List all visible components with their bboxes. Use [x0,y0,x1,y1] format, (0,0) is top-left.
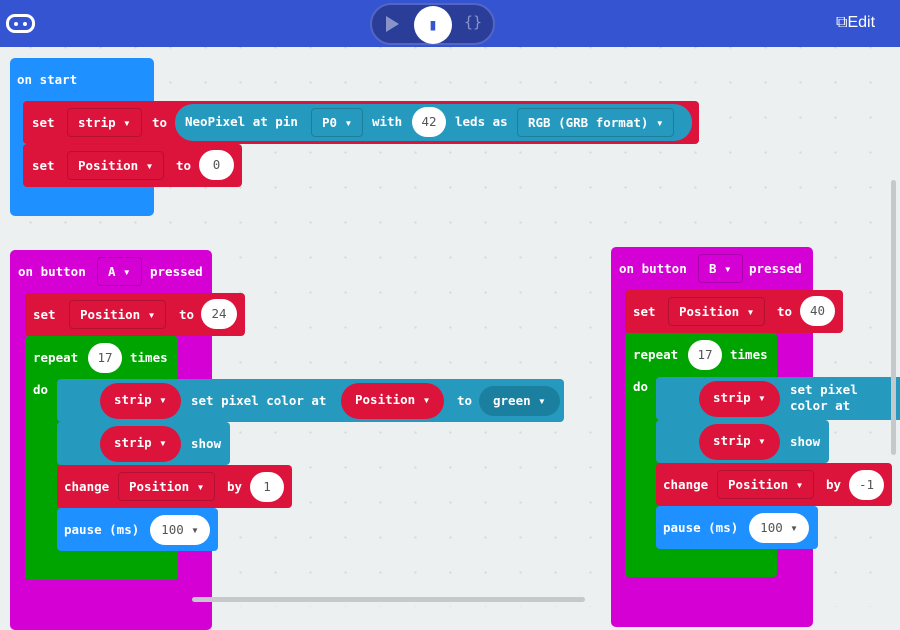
color-dropdown[interactable]: green ▾ [479,386,560,416]
set-pixel-color-block[interactable]: strip ▾ set pixel color at Position ▾ to… [57,379,564,422]
leds-as-label: leds as [455,114,508,129]
show-label: show [790,434,821,449]
value-input[interactable]: 0 [199,150,234,180]
to-label: to [152,115,168,130]
pause-block[interactable]: pause (ms) 100 ▾ [57,508,218,551]
pause-label: pause (ms) [64,522,140,537]
to-label: to [457,393,473,408]
position-variable-dropdown[interactable]: Position ▾ [69,300,167,329]
show-label: show [191,436,222,451]
pause-block[interactable]: pause (ms) 100 ▾ [656,506,818,549]
puzzle-icon[interactable]: ▮ [414,6,452,44]
editor-toggle: ▮ {} [370,3,495,45]
position-variable-dropdown[interactable]: Position ▾ [668,297,766,326]
pause-label: pause (ms) [663,520,739,535]
strip-variable-dropdown[interactable]: strip ▾ [100,426,181,462]
strip-variable-dropdown[interactable]: strip ▾ [699,424,780,460]
to-label: to [176,158,192,173]
button-dropdown[interactable]: A ▾ [97,257,142,286]
set-strip-block[interactable]: set strip ▾ to NeoPixel at pin P0 ▾ with… [23,101,699,144]
value-input[interactable]: 24 [201,299,237,329]
pin-dropdown[interactable]: P0 ▾ [311,108,364,137]
led-count-input[interactable]: 42 [412,107,446,137]
button-dropdown[interactable]: B ▾ [698,254,743,283]
do-label: do [633,379,649,394]
vertical-scrollbar[interactable] [891,180,896,455]
pressed-label: pressed [150,264,203,279]
position-variable-dropdown[interactable]: Position ▾ [67,151,165,180]
repeat-count-input[interactable]: 17 [688,340,722,370]
on-button-label: on button [619,261,687,276]
change-label: change [64,479,110,494]
on-start-label: on start [17,72,78,87]
strip-variable-dropdown[interactable]: strip ▾ [699,381,780,417]
to-label: to [179,307,195,322]
set-label: set [32,158,55,173]
change-position-block[interactable]: change Position ▾ by 1 [57,465,292,508]
neopixel-create-block[interactable]: NeoPixel at pin P0 ▾ with 42 leds as RGB… [175,104,692,141]
set-label: set [32,115,55,130]
by-value-input[interactable]: 1 [250,472,284,502]
set-pixel-label: set pixel color at [790,382,858,413]
times-label: times [130,350,168,365]
position-variable-dropdown[interactable]: Position ▾ [118,472,216,501]
edit-button[interactable]: ⧉Edit [836,14,876,31]
microbit-logo-icon[interactable] [6,14,35,33]
strip-show-block[interactable]: strip ▾ show [656,420,829,463]
do-label: do [33,382,49,397]
horizontal-scrollbar[interactable] [192,597,585,602]
with-label: with [372,114,403,129]
strip-variable-dropdown[interactable]: strip ▾ [100,383,181,419]
set-position-block[interactable]: set Position ▾ to 0 [23,144,242,187]
value-input[interactable]: 40 [800,296,835,326]
by-label: by [227,479,243,494]
position-variable-dropdown[interactable]: Position ▾ [717,470,815,499]
by-value-input[interactable]: -1 [849,470,884,500]
pressed-label: pressed [749,261,802,276]
position-variable-dropdown[interactable]: Position ▾ [341,383,445,419]
strip-variable-dropdown[interactable]: strip ▾ [67,108,142,137]
repeat-label: repeat [33,350,79,365]
mode-dropdown[interactable]: RGB (GRB format) ▾ [517,108,675,137]
on-button-label: on button [18,264,86,279]
javascript-toggle[interactable]: {} [464,13,483,31]
change-position-block[interactable]: change Position ▾ by -1 [656,463,892,506]
neopixel-label: NeoPixel at pin [185,114,298,129]
strip-show-block[interactable]: strip ▾ show [57,422,230,465]
set-pixel-label: set pixel color at [191,393,327,408]
to-label: to [777,304,793,319]
external-link-icon: ⧉ [836,14,848,31]
header: ▮ {} ⧉Edit [0,0,900,47]
set-label: set [33,307,56,322]
set-label: set [633,304,656,319]
repeat-label: repeat [633,347,679,362]
times-label: times [730,347,768,362]
set-position-block[interactable]: set Position ▾ to 24 [25,293,245,336]
set-pixel-color-block[interactable]: strip ▾ set pixel color at [656,377,900,420]
pause-dropdown[interactable]: 100 ▾ [150,515,210,545]
play-icon[interactable] [386,16,399,32]
repeat-count-input[interactable]: 17 [88,343,122,373]
change-label: change [663,477,709,492]
pause-dropdown[interactable]: 100 ▾ [749,513,809,543]
by-label: by [826,477,842,492]
set-position-block[interactable]: set Position ▾ to 40 [625,290,843,333]
